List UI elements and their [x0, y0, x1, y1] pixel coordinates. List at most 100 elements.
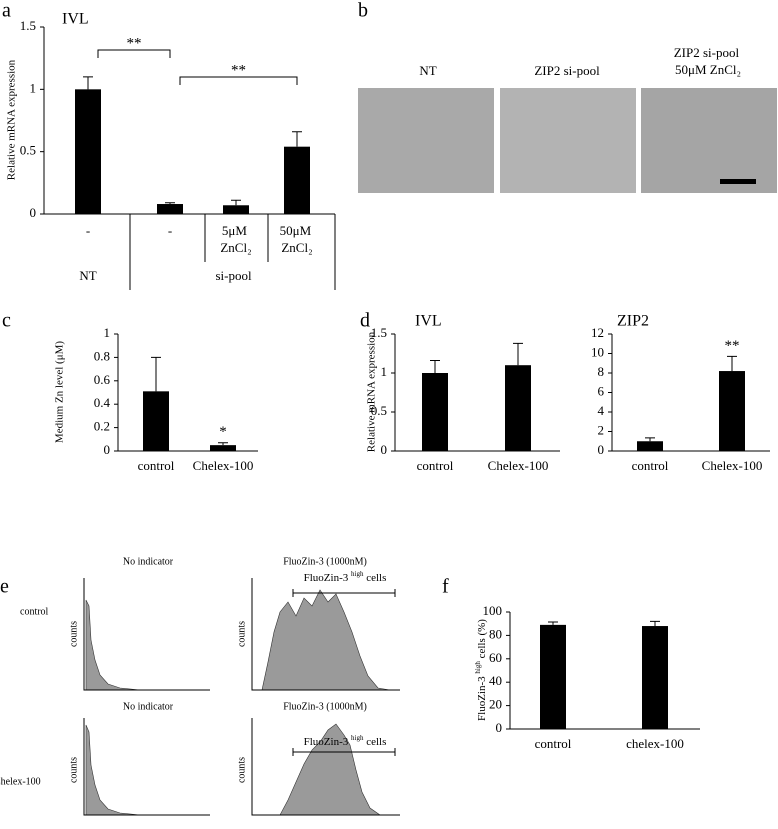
significance: **: [725, 338, 740, 354]
y-axis-label-sup: high: [474, 661, 482, 674]
y-tick-label: 60: [489, 650, 502, 665]
y-axis-label: Relative mRNA expression: [366, 331, 378, 452]
panel-letter: a: [2, 0, 11, 22]
x-tick-label: 5μM ZnCl₂: [220, 223, 251, 255]
image-label: ZIP2 si-pool 50μM ZnCl₂: [674, 45, 743, 77]
y-tick-label: 1: [104, 325, 111, 340]
scale-bar: [720, 179, 756, 184]
gate-label-part: FluoZin-3: [304, 572, 351, 584]
y-axis-label-part: FluoZin-3: [476, 674, 488, 721]
x-tick-label: -: [168, 223, 172, 238]
y-tick-label: 0: [381, 442, 388, 457]
x-tick-label: chelex-100: [626, 736, 684, 751]
gate-label: FluoZin-3 high cells: [304, 734, 387, 748]
y-tick-label: 0: [30, 205, 37, 220]
bar: [540, 624, 566, 729]
gate: [292, 589, 396, 756]
bar: [505, 365, 531, 451]
error-bar: [165, 202, 175, 205]
y-axis-label: counts: [68, 757, 79, 783]
x-tick-label: control: [632, 458, 669, 473]
significance: **: [127, 35, 142, 51]
x-tick-label: Chelex-100: [702, 458, 763, 473]
gate-label-part: FluoZin-3: [304, 736, 351, 748]
y-tick-label: 1: [30, 80, 37, 95]
gate-label-sup: high: [351, 570, 364, 578]
y-tick-label: 2: [598, 422, 605, 437]
significance-bracket: [97, 49, 171, 58]
y-axis-label: counts: [236, 621, 247, 647]
micrograph: [500, 88, 636, 193]
y-tick-label: 100: [483, 603, 503, 618]
y-axis-label-part: cells (%): [476, 619, 488, 661]
row-label: control: [20, 606, 49, 617]
error-bar: [727, 355, 737, 372]
image-label: ZIP2 si-pool: [534, 63, 600, 78]
histogram: [261, 589, 391, 691]
histogram: [85, 724, 141, 816]
x-tick-label: Chelex-100: [193, 458, 254, 473]
column-title: FluoZin-3 (1000nM): [283, 556, 367, 567]
error-bar: [513, 342, 523, 366]
x-tick-label: Chelex-100: [488, 458, 549, 473]
gate-label: FluoZin-3 high cells: [304, 570, 387, 584]
y-tick-label: 20: [489, 697, 502, 712]
panel-letter: d: [360, 310, 370, 332]
error-bar: [151, 356, 161, 392]
y-tick-label: 0.5: [20, 143, 36, 158]
y-tick-label: 0: [496, 720, 503, 735]
error-bar: [430, 360, 440, 373]
bar: [719, 371, 745, 451]
y-tick-label: 1: [381, 364, 388, 379]
x-tick-label: control: [535, 736, 572, 751]
row-label: Chelex-100: [0, 776, 41, 787]
y-tick-label: 0.4: [94, 395, 111, 410]
micrograph: [641, 88, 777, 193]
error-bar: [548, 621, 558, 625]
y-tick-label: 1.5: [20, 18, 36, 33]
y-tick-label: 0: [104, 442, 111, 457]
error-bar: [645, 437, 655, 442]
error-bar: [292, 131, 302, 147]
bar: [210, 445, 236, 451]
gate-label-sup: high: [351, 734, 364, 742]
gate-label-part: cells: [363, 736, 386, 748]
group-label: NT: [79, 268, 96, 283]
error-bar: [218, 442, 228, 446]
y-tick-label: 10: [591, 344, 604, 359]
column-title: No indicator: [123, 556, 174, 567]
axis-frame: [83, 578, 400, 816]
bar: [223, 205, 249, 214]
x-tick-label: -: [86, 223, 90, 238]
y-axis-label: Relative mRNA expression: [6, 59, 18, 180]
y-tick-label: 0.5: [371, 403, 387, 418]
significance: **: [231, 62, 246, 78]
bar: [157, 204, 183, 214]
bar: [637, 441, 663, 451]
histogram: [85, 599, 141, 691]
column-title: FluoZin-3 (1000nM): [283, 701, 367, 712]
y-axis-label: counts: [68, 621, 79, 647]
bar: [75, 89, 101, 214]
x-tick-label: 50μM ZnCl₂: [280, 223, 315, 255]
y-tick-label: 0.6: [94, 372, 111, 387]
significance-bracket: [179, 76, 298, 85]
y-tick-label: 80: [489, 626, 502, 641]
flow-panels: No indicator FluoZin-3 (1000nM) No indic…: [0, 556, 400, 816]
panel-letter: e: [0, 576, 9, 598]
panel-letter: c: [2, 310, 11, 332]
bar: [284, 146, 310, 214]
y-axis-label: Medium Zn level (μM): [54, 341, 66, 443]
panel-letter: b: [358, 0, 368, 22]
chart-title: ZIP2: [617, 313, 649, 330]
y-tick-label: 0.2: [94, 419, 110, 434]
group-label: si-pool: [215, 268, 252, 283]
panel-letter: f: [442, 576, 449, 598]
y-tick-label: 0: [598, 442, 605, 457]
micrograph: [358, 88, 494, 193]
y-tick-label: 4: [598, 403, 605, 418]
bar: [143, 391, 169, 451]
histogram: [279, 723, 381, 816]
gate-label-part: cells: [363, 572, 386, 584]
